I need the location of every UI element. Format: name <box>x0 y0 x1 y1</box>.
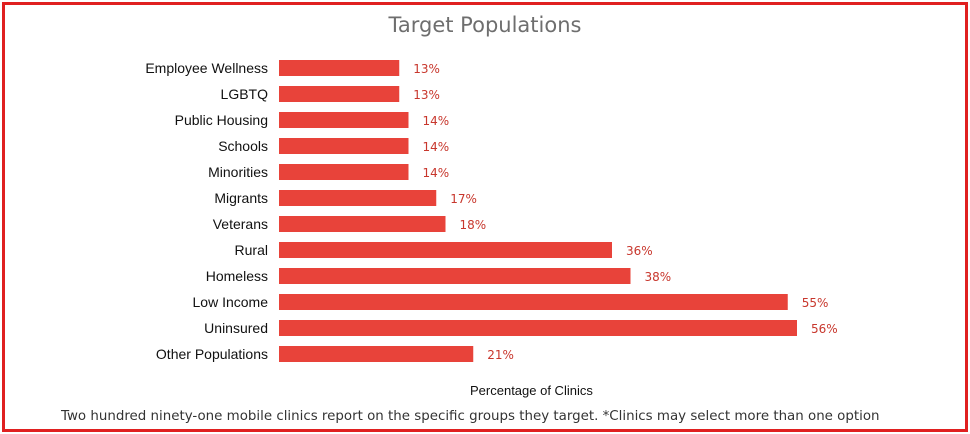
bar-rural <box>279 242 612 258</box>
category-label: Migrants <box>214 190 268 206</box>
value-label: 21% <box>487 348 514 362</box>
category-label: Minorities <box>208 164 268 180</box>
bar-uninsured <box>279 320 797 336</box>
category-label: Homeless <box>206 268 268 284</box>
category-label: LGBTQ <box>221 86 269 102</box>
value-label: 38% <box>645 270 672 284</box>
category-label: Veterans <box>213 216 268 232</box>
value-label: 13% <box>413 88 440 102</box>
category-label: Employee Wellness <box>145 60 268 76</box>
category-label: Rural <box>235 242 268 258</box>
value-label: 13% <box>413 62 440 76</box>
value-label: 56% <box>811 322 838 336</box>
bar-veterans <box>279 216 446 232</box>
chart-title: Target Populations <box>388 13 582 37</box>
category-label: Uninsured <box>204 320 268 336</box>
value-label: 36% <box>626 244 653 258</box>
bar-employee-wellness <box>279 60 400 76</box>
footnote: Two hundred ninety-one mobile clinics re… <box>61 409 880 424</box>
category-label: Other Populations <box>156 346 268 362</box>
value-label: 17% <box>450 192 477 206</box>
value-label: 14% <box>423 140 450 154</box>
bar-public-housing <box>279 112 409 128</box>
bar-low-income <box>279 294 788 310</box>
bar-chart: Employee Wellness 13% LGBTQ 13% Public Housi… <box>145 60 838 362</box>
value-label: 14% <box>423 114 450 128</box>
value-label: 14% <box>423 166 450 180</box>
bar-minorities <box>279 164 409 180</box>
value-label: 55% <box>802 296 829 310</box>
value-label: 18% <box>460 218 487 232</box>
category-label: Public Housing <box>175 112 268 128</box>
x-axis-label: Percentage of Clinics <box>470 383 593 398</box>
bar-lgbtq <box>279 86 400 102</box>
bar-homeless <box>279 268 631 284</box>
bar-migrants <box>279 190 437 206</box>
bar-other-populations <box>279 346 474 362</box>
category-label: Low Income <box>193 294 269 310</box>
bar-schools <box>279 138 409 154</box>
category-label: Schools <box>218 138 268 154</box>
